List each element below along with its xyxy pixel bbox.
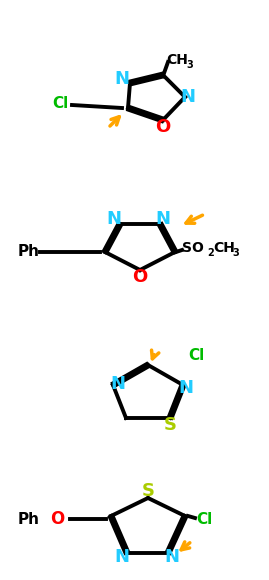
- Text: N: N: [115, 70, 129, 88]
- Text: 2: 2: [207, 248, 214, 258]
- Text: N: N: [107, 210, 122, 228]
- Text: S: S: [141, 482, 154, 500]
- Text: N: N: [165, 548, 179, 566]
- Text: 3: 3: [232, 248, 239, 258]
- Text: N: N: [111, 375, 126, 393]
- Text: O: O: [155, 118, 171, 136]
- Text: CH: CH: [166, 53, 188, 67]
- Text: N: N: [180, 88, 196, 106]
- Text: O: O: [50, 510, 64, 528]
- Text: CH: CH: [213, 241, 235, 255]
- Text: N: N: [155, 210, 171, 228]
- Text: O: O: [132, 268, 148, 286]
- Text: Cl: Cl: [52, 96, 68, 111]
- Text: Cl: Cl: [188, 349, 204, 364]
- Text: SO: SO: [182, 241, 204, 255]
- Text: N: N: [115, 548, 129, 566]
- Text: S: S: [164, 416, 176, 434]
- Text: Ph: Ph: [18, 245, 40, 259]
- Text: Cl: Cl: [196, 512, 212, 527]
- Text: Ph: Ph: [18, 512, 40, 527]
- Text: 3: 3: [186, 60, 193, 70]
- Text: N: N: [179, 379, 193, 397]
